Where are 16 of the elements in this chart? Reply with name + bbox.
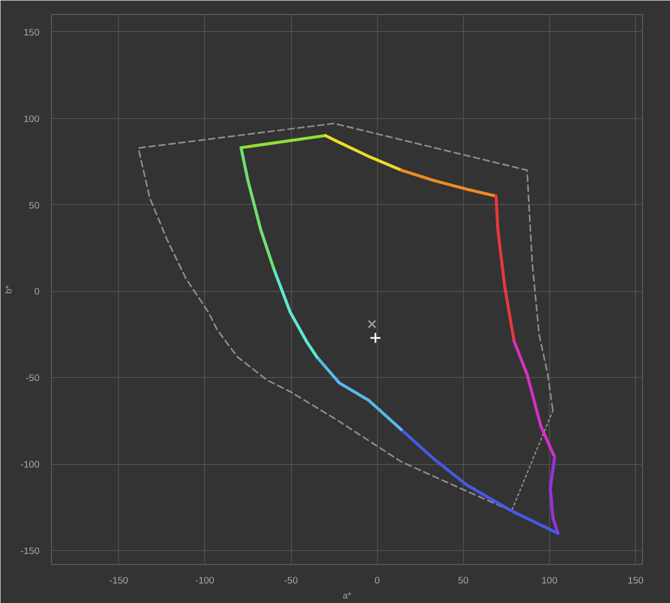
y-tick-label: -100 [20, 460, 40, 471]
x-tick-label: 100 [542, 576, 558, 586]
x-axis-title: a* [342, 590, 352, 600]
x-tick-label: 50 [458, 576, 469, 586]
x-tick-label: -50 [284, 576, 298, 586]
x-tick-label: 0 [374, 576, 380, 586]
y-tick-label: -50 [26, 373, 40, 384]
y-tick-label: 50 [28, 200, 40, 212]
y-axis-title: b* [3, 284, 14, 294]
y-tick-label: 150 [24, 27, 40, 38]
x-tick-label: -100 [195, 576, 214, 586]
y-tick-label: 100 [24, 114, 40, 125]
x-tick-label: 150 [628, 576, 644, 586]
y-tick-label: -150 [20, 546, 40, 558]
x-tick-label: -150 [109, 576, 128, 586]
y-tick-label: 0 [34, 286, 40, 298]
